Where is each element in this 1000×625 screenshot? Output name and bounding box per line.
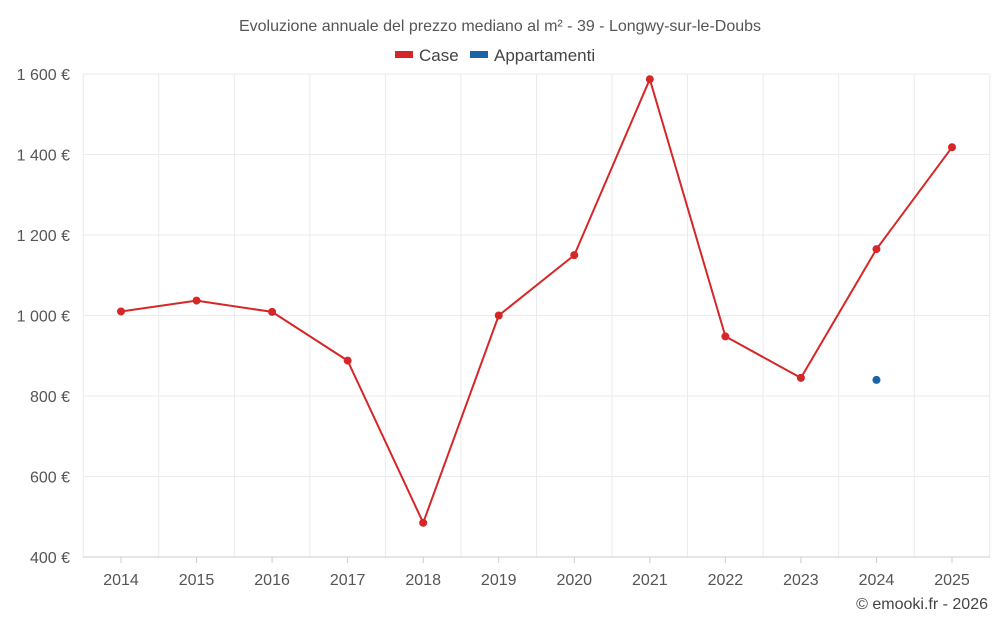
x-tick-label: 2023: [783, 572, 819, 589]
data-point-case[interactable]: [117, 307, 125, 316]
data-point-appartamenti[interactable]: [872, 375, 881, 384]
credit-text: © emooki.fr - 2026: [856, 596, 988, 613]
x-tick-label: 2014: [103, 572, 139, 589]
x-tick-label: 2022: [708, 572, 744, 589]
data-point-case[interactable]: [343, 356, 352, 365]
y-tick-label: 1 000 €: [17, 309, 70, 326]
data-point-case[interactable]: [419, 518, 428, 527]
y-tick-label: 600 €: [30, 470, 70, 487]
chart-title: Evoluzione annuale del prezzo mediano al…: [239, 18, 761, 35]
x-tick-label: 2019: [481, 572, 517, 589]
y-tick-label: 400 €: [30, 550, 70, 567]
legend-item-case[interactable]: Case: [395, 46, 459, 65]
data-point-case[interactable]: [494, 311, 503, 320]
data-point-case[interactable]: [192, 296, 201, 305]
legend: Case Appartamenti: [395, 46, 595, 65]
data-point-case[interactable]: [948, 143, 956, 152]
grid-layer: [82, 73, 991, 557]
x-tick-label: 2024: [859, 572, 895, 589]
data-point-case[interactable]: [721, 332, 730, 341]
legend-swatch: [395, 51, 413, 58]
data-point-case[interactable]: [268, 307, 277, 316]
x-tick-label: 2015: [179, 572, 215, 589]
y-tick-label: 1 200 €: [17, 228, 70, 245]
x-tick-label: 2016: [254, 572, 290, 589]
legend-label: Appartamenti: [494, 46, 595, 65]
x-tick-label: 2025: [934, 572, 970, 589]
series-layer: [117, 75, 956, 527]
y-tick-label: 1 600 €: [17, 67, 70, 84]
y-tick-label: 800 €: [30, 389, 70, 406]
data-point-case[interactable]: [570, 251, 579, 260]
data-point-case[interactable]: [796, 373, 805, 382]
x-tick-label: 2021: [632, 572, 668, 589]
series-line-case: [120, 78, 953, 524]
axis-layer: 400 € 600 € 800 € 1 000 € 1 200 € 1 400 € 1 60…: [17, 67, 990, 589]
y-tick-label: 1 400 €: [17, 148, 70, 165]
data-point-case[interactable]: [645, 75, 654, 84]
legend-item-appartamenti[interactable]: Appartamenti: [470, 46, 595, 65]
data-point-case[interactable]: [872, 245, 881, 254]
legend-swatch: [470, 51, 488, 58]
x-tick-label: 2018: [405, 572, 441, 589]
x-tick-label: 2017: [330, 572, 366, 589]
x-tick-label: 2020: [556, 572, 592, 589]
legend-label: Case: [419, 46, 459, 65]
